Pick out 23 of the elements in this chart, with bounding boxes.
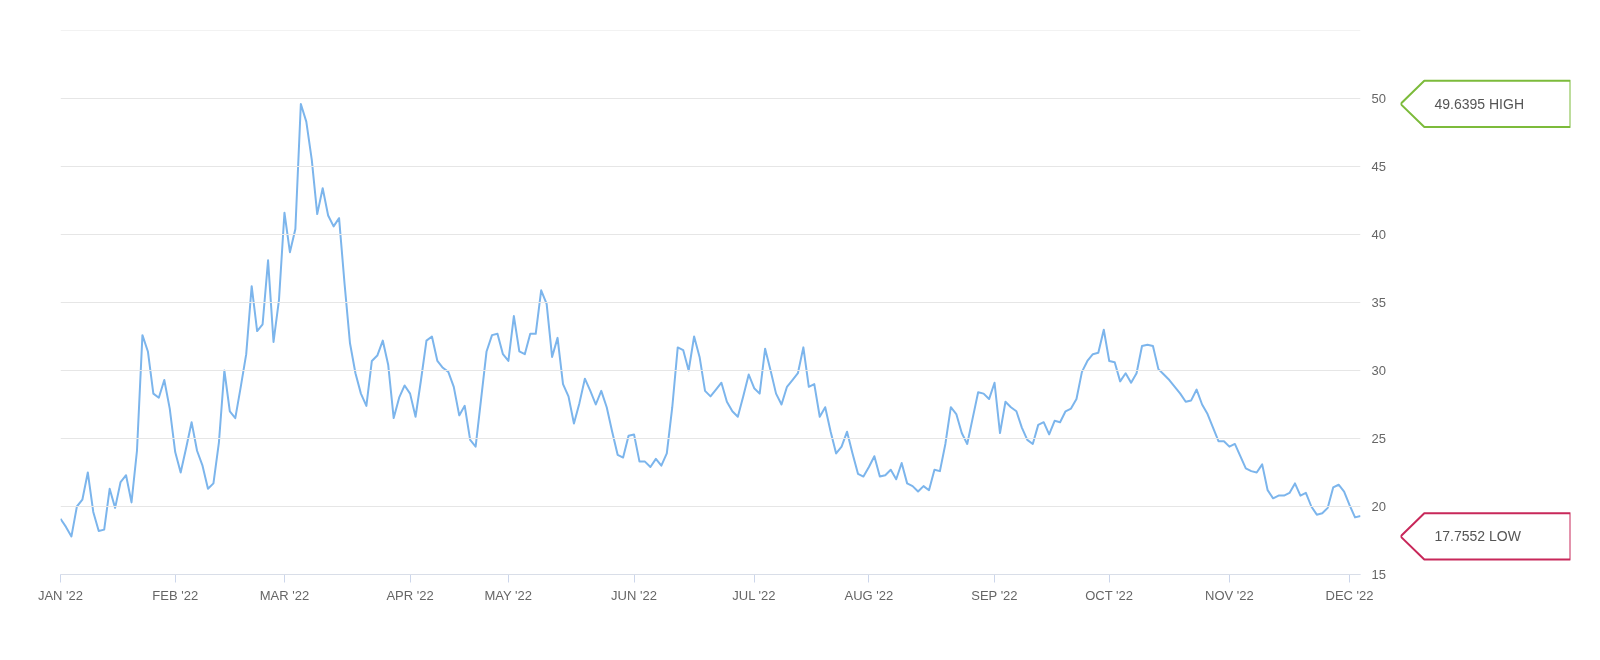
x-tick-label: JUN '22 [611, 587, 657, 603]
y-tick-label: 35 [1371, 295, 1386, 310]
x-tick-label: APR '22 [386, 587, 434, 603]
x-tick-label: OCT '22 [1085, 587, 1134, 603]
text: 17.7552 LOW [1434, 528, 1522, 545]
x-tick-label: JUL '22 [732, 587, 776, 603]
y-tick-label: 45 [1371, 159, 1386, 174]
y-tick-label: 25 [1371, 431, 1386, 446]
y-tick-label: 30 [1371, 363, 1386, 378]
line-series [60, 102, 1361, 538]
x-tick-label: AUG '22 [844, 587, 894, 603]
x-tick-label: DEC '22 [1325, 587, 1374, 603]
text: 49.6395 HIGH [1434, 95, 1524, 112]
x-tick-label: NOV '22 [1205, 587, 1254, 603]
y-tick-label: 20 [1371, 499, 1386, 514]
y-tick-label: 15 [1371, 567, 1386, 582]
y-tick-label: 40 [1371, 227, 1386, 242]
x-tick-label: SEP '22 [971, 587, 1018, 603]
y-tick-label: 50 [1371, 91, 1386, 106]
x-tick-label: JAN '22 [37, 587, 84, 603]
x-tick-label: MAR '22 [259, 587, 310, 603]
x-tick-label: MAY '22 [484, 587, 533, 603]
x-tick-label: FEB '22 [152, 587, 199, 603]
